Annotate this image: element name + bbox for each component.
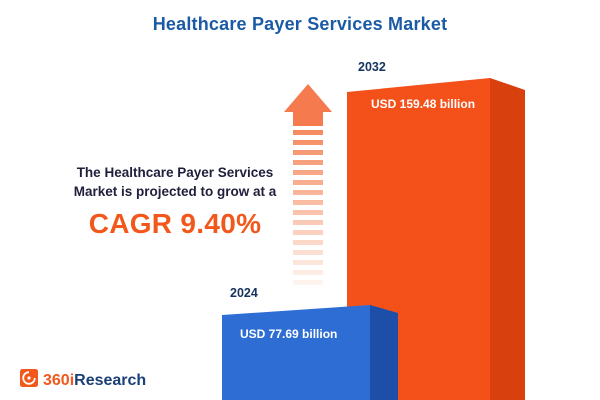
annotation-line-1: The Healthcare Payer Services	[76, 165, 274, 180]
bar-2032-value-label: USD 159.48 billion	[371, 97, 476, 111]
bar-2032-side-face	[490, 78, 525, 400]
growth-arrow-icon	[284, 84, 332, 289]
page-title: Healthcare Payer Services Market	[152, 14, 448, 34]
annotation-line-2: Market is projected to grow at a	[73, 184, 277, 199]
logo-icon	[20, 369, 38, 392]
logo-text: 360iResearch	[43, 372, 146, 390]
arrow-head	[284, 84, 332, 112]
arrow-stripes	[293, 130, 323, 288]
bar-2024-side-face	[370, 305, 398, 400]
arrow-stem	[293, 111, 323, 126]
bar-2024-year-label: 2024	[230, 286, 258, 300]
cagr-value: CAGR 9.40%	[88, 208, 262, 239]
bar-2024-front-face	[222, 305, 370, 400]
bar-2024-value-label: USD 77.69 billion	[240, 327, 338, 341]
growth-annotation: The Healthcare Payer Services Market is …	[30, 163, 320, 240]
bar-2032-year-label: 2032	[358, 60, 386, 74]
logo-text-research: Research	[74, 371, 147, 389]
logo-text-360i: 360i	[43, 371, 75, 389]
brand-logo: 360iResearch	[20, 369, 146, 392]
bar-2024	[222, 305, 398, 400]
